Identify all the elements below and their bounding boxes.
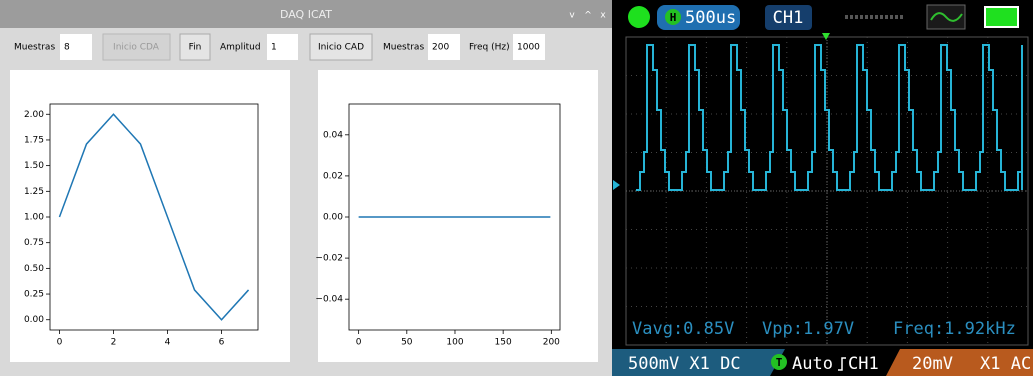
y-tick-label: 0.75: [24, 238, 44, 248]
x-tick-label: 150: [495, 338, 512, 348]
ch2-setting: X1 AC: [980, 354, 1031, 374]
run-indicator: [628, 6, 650, 28]
label: Muestras: [14, 43, 55, 53]
trigger-source: CH1: [848, 354, 879, 374]
y-tick-label: 1.00: [24, 213, 44, 223]
y-tick-label: 0.50: [24, 264, 44, 274]
input-value: 8: [64, 43, 70, 53]
input-value: 1: [271, 43, 277, 53]
input-value: 200: [432, 43, 449, 53]
label: Amplitud: [220, 43, 261, 53]
button-label: Inicio CAD: [318, 43, 364, 53]
ch1-setting: 500mV X1 DC: [628, 354, 741, 374]
y-tick-label: −0.02: [315, 254, 343, 264]
timebase-icon-label: H: [670, 11, 677, 24]
plot-area: [50, 104, 258, 330]
x-tick-label: 6: [219, 338, 225, 348]
y-tick-label: 0.00: [24, 315, 44, 325]
window-title: DAQ ICAT: [280, 8, 332, 21]
y-tick-label: 0.00: [323, 213, 343, 223]
trigger-mode: Auto: [792, 354, 833, 374]
y-tick-label: 0.25: [24, 290, 44, 300]
screen: DAQ ICAT v ^ x Muestras 8 Inicio CDA Fin…: [0, 0, 1033, 376]
battery: [985, 7, 1018, 27]
x-tick-label: 100: [446, 338, 463, 348]
y-tick-label: 1.75: [24, 135, 44, 145]
trigger-icon-label: T: [776, 356, 783, 369]
y-tick-label: 1.25: [24, 187, 44, 197]
channel: CH1: [773, 8, 804, 28]
measurement: Vavg:0.85V: [632, 319, 734, 339]
y-tick-label: 1.50: [24, 161, 44, 171]
x-tick-label: 50: [401, 338, 413, 348]
y-tick-label: 2.00: [24, 110, 44, 120]
close-button[interactable]: x: [600, 11, 606, 21]
timebase: 500us: [685, 8, 736, 28]
x-tick-label: 0: [57, 338, 63, 348]
x-tick-label: 0: [356, 338, 362, 348]
x-tick-label: 2: [111, 338, 117, 348]
measurement: Vpp:1.97V: [762, 319, 854, 339]
button-label: Fin: [189, 43, 202, 53]
label: Muestras: [383, 43, 424, 53]
x-tick-label: 200: [543, 338, 560, 348]
ch2-volts: 20mV: [912, 354, 953, 374]
maximize-button[interactable]: ^: [584, 11, 592, 21]
measurement: Freq:1.92kHz: [893, 319, 1016, 339]
button-label: Inicio CDA: [113, 43, 160, 53]
x-tick-label: 4: [165, 338, 171, 348]
input-value: 1000: [517, 43, 540, 53]
y-tick-label: 0.02: [323, 171, 343, 181]
y-tick-label: 0.04: [323, 130, 343, 140]
minimize-button[interactable]: v: [569, 11, 575, 21]
label: Freq (Hz): [469, 43, 510, 53]
y-tick-label: −0.04: [315, 295, 343, 305]
